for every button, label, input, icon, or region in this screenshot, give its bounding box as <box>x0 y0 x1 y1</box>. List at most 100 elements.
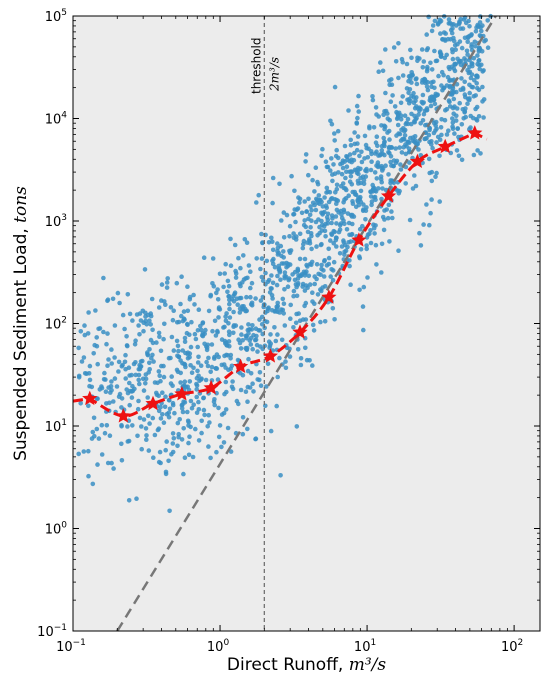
scatter-point <box>428 210 433 216</box>
scatter-point <box>284 212 290 218</box>
scatter-point <box>226 367 231 373</box>
scatter-point <box>144 437 149 443</box>
scatter-point <box>379 196 384 202</box>
scatter-point <box>240 372 246 378</box>
scatter-point <box>331 241 337 246</box>
scatter-point <box>364 246 370 252</box>
scatter-point <box>348 143 354 148</box>
scatter-point <box>319 153 324 159</box>
scatter-point <box>78 401 83 406</box>
scatter-point <box>475 61 480 67</box>
scatter-point <box>467 90 473 96</box>
scatter-point <box>157 449 163 455</box>
scatter-point <box>411 90 416 96</box>
scatter-point <box>171 308 176 314</box>
scatter-point <box>287 354 293 359</box>
scatter-point <box>273 338 279 344</box>
scatter-point <box>372 170 378 175</box>
scatter-point <box>272 325 277 330</box>
scatter-point <box>157 373 162 379</box>
scatter-point <box>447 77 453 83</box>
scatter-point <box>119 364 125 369</box>
scatter-point <box>114 384 120 389</box>
scatter-point <box>256 192 262 198</box>
scatter-point <box>96 436 102 441</box>
scatter-point <box>196 399 201 405</box>
binned-marker <box>145 395 161 411</box>
scatter-point <box>424 47 430 53</box>
scatter-point <box>231 330 236 336</box>
scatter-point <box>322 319 328 324</box>
scatter-point <box>318 242 324 248</box>
scatter-point <box>323 159 329 164</box>
scatter-point <box>275 273 280 279</box>
scatter-point <box>388 99 394 104</box>
scatter-point <box>356 171 361 177</box>
scatter-point <box>420 65 426 70</box>
scatter-point <box>208 292 214 298</box>
scatter-point <box>194 381 199 387</box>
scatter-point <box>221 284 226 290</box>
scatter-point <box>364 243 369 248</box>
scatter-point <box>233 271 239 276</box>
scatter-point <box>268 332 273 337</box>
scatter-point <box>206 308 212 314</box>
scatter-point <box>182 339 188 345</box>
scatter-point <box>213 333 219 338</box>
scatter-point <box>459 76 464 81</box>
scatter-point <box>219 444 224 450</box>
scatter-point <box>274 403 280 409</box>
scatter-point <box>359 159 365 165</box>
scatter-point <box>277 355 282 361</box>
scatter-point <box>481 115 486 120</box>
scatter-point <box>361 327 366 333</box>
scatter-point <box>440 87 445 93</box>
scatter-point <box>293 219 298 225</box>
scatter-point <box>378 60 383 65</box>
scatter-point <box>145 395 150 400</box>
scatter-point <box>156 369 162 374</box>
scatter-point <box>193 426 198 432</box>
scatter-point <box>296 273 301 278</box>
scatter-point <box>78 329 84 334</box>
scatter-point <box>245 426 250 432</box>
scatter-point <box>307 282 313 287</box>
scatter-point <box>385 111 390 116</box>
scatter-point <box>281 249 286 254</box>
scatter-point <box>450 116 455 121</box>
scatter-point <box>187 294 193 300</box>
scatter-point <box>405 121 411 127</box>
scatter-point <box>456 21 462 27</box>
scatter-point <box>399 150 405 155</box>
scatter-point <box>386 128 392 134</box>
scatter-point <box>178 380 183 385</box>
scatter-point <box>250 323 255 328</box>
scatter-point <box>181 399 186 405</box>
scatter-point <box>352 130 357 135</box>
scatter-point <box>259 322 265 327</box>
scatter-point <box>473 43 478 49</box>
scatter-point <box>136 377 141 383</box>
scatter-point <box>418 243 424 248</box>
scatter-point <box>481 97 487 102</box>
scatter-point <box>317 224 322 230</box>
scatter-point <box>156 305 162 310</box>
scatter-point <box>155 427 161 433</box>
scatter-point <box>198 327 204 333</box>
scatter-point <box>240 415 246 420</box>
scatter-point <box>404 61 410 67</box>
scatter-point <box>277 268 283 273</box>
scatter-point <box>94 335 99 340</box>
scatter-point <box>396 248 401 253</box>
scatter-point <box>258 383 264 389</box>
scatter-point <box>189 370 195 376</box>
scatter-point <box>400 60 406 65</box>
scatter-point <box>446 128 451 133</box>
scatter-point <box>350 221 355 227</box>
scatter-point <box>414 141 420 146</box>
scatter-point <box>467 126 472 132</box>
scatter-point <box>287 346 292 352</box>
scatter-point <box>95 396 100 402</box>
scatter-point <box>314 262 320 267</box>
scatter-point <box>214 449 219 455</box>
